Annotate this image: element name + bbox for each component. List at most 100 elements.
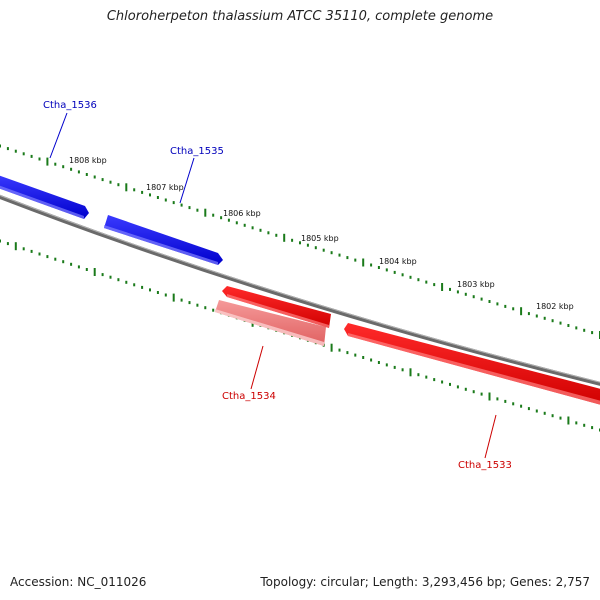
inner-tick-minor <box>425 375 428 379</box>
outer-tick-minor <box>291 238 294 242</box>
outer-tick-minor <box>267 231 270 235</box>
outer-tick-minor <box>93 175 96 179</box>
inner-tick-minor <box>141 285 144 289</box>
outer-tick-minor <box>227 218 230 222</box>
outer-tick-minor <box>243 223 246 227</box>
inner-tick-minor <box>156 291 159 294</box>
outer-tick-major <box>125 183 128 192</box>
inner-tick-minor <box>543 411 546 415</box>
gene-label-ctha-1536[interactable]: Ctha_1536 <box>43 100 97 111</box>
outer-tick-minor <box>567 324 570 327</box>
inner-tick-minor <box>551 414 554 418</box>
genome-backbone <box>0 194 600 386</box>
leader-line-ctha-1533 <box>484 414 497 459</box>
outer-tick-minor <box>109 180 112 184</box>
outer-tick-major <box>441 283 444 291</box>
outer-tick-minor <box>370 263 373 267</box>
gene-label-ctha-1534[interactable]: Ctha_1534 <box>222 391 276 402</box>
gene-ctha-1534[interactable] <box>215 300 326 346</box>
outer-tick-minor <box>401 273 404 277</box>
inner-tick-major <box>172 293 175 302</box>
outer-tick-minor <box>77 170 80 174</box>
inner-tick-minor <box>0 239 1 243</box>
inner-tick-minor <box>54 257 57 261</box>
outer-tick-minor <box>488 300 491 303</box>
outer-tick-minor <box>322 248 325 252</box>
inner-tick-minor <box>520 404 523 408</box>
inner-tick-minor <box>480 392 483 396</box>
outer-tick-minor <box>512 307 515 311</box>
inner-tick-minor <box>117 278 120 282</box>
outer-tick-minor <box>14 149 17 153</box>
inner-tick-minor <box>6 242 9 246</box>
outer-tick-minor <box>172 201 175 205</box>
outer-tick-minor <box>535 314 538 318</box>
outer-tick-major <box>362 258 365 267</box>
inner-tick-minor <box>583 423 586 427</box>
gene-ctha-1534-segment[interactable] <box>222 286 331 328</box>
outer-tick-minor <box>527 312 530 316</box>
outer-tick-major <box>283 233 286 242</box>
outer-tick-minor <box>377 266 380 269</box>
ruler-label-1808: 1808 kbp <box>69 156 107 165</box>
genome-backbone-highlight <box>0 194 600 383</box>
outer-tick-minor <box>220 216 223 220</box>
outer-tick-minor <box>449 287 451 291</box>
outer-tick-minor <box>180 203 183 207</box>
outer-tick-minor <box>346 256 349 260</box>
inner-tick-minor <box>456 385 459 389</box>
inner-tick-minor <box>385 363 388 367</box>
outer-tick-minor <box>30 154 33 158</box>
inner-tick-major <box>14 242 17 251</box>
outer-tick-minor <box>543 316 546 320</box>
outer-tick-minor <box>164 198 167 202</box>
inner-tick-minor <box>441 380 444 384</box>
outer-tick-minor <box>338 253 341 257</box>
inner-tick-major <box>567 416 570 425</box>
inner-tick-minor <box>338 348 341 352</box>
outer-tick-minor <box>62 165 65 169</box>
inner-tick-minor <box>527 407 530 411</box>
inner-tick-minor <box>512 402 515 406</box>
outer-tick-minor <box>504 304 507 308</box>
outer-tick-minor <box>188 206 191 210</box>
gene-label-ctha-1533[interactable]: Ctha_1533 <box>458 460 512 471</box>
inner-tick-major <box>93 268 96 276</box>
inner-tick-minor <box>504 399 507 403</box>
gene-ctha-1536[interactable] <box>0 174 89 219</box>
inner-tick-minor <box>393 365 396 369</box>
inner-tick-minor <box>535 409 538 413</box>
outer-tick-minor <box>425 280 428 284</box>
outer-tick-minor <box>480 297 483 301</box>
gene-label-ctha-1535[interactable]: Ctha_1535 <box>170 146 224 157</box>
outer-tick-minor <box>551 319 554 323</box>
gene-ctha-1535[interactable] <box>104 215 223 265</box>
inner-tick-minor <box>362 356 365 359</box>
inner-tick-major <box>488 392 491 401</box>
inner-tick-minor <box>377 361 380 364</box>
inner-tick-minor <box>591 426 594 430</box>
inner-tick-minor <box>149 288 151 292</box>
ruler-label-1804: 1804 kbp <box>379 257 417 266</box>
ruler-label-1802: 1802 kbp <box>536 302 574 311</box>
inner-tick-minor <box>164 293 167 297</box>
outer-tick-major <box>46 157 49 166</box>
inner-tick-minor <box>125 280 128 284</box>
outer-tick-minor <box>591 331 594 335</box>
inner-tick-minor <box>449 382 451 386</box>
outer-tick-minor <box>133 188 136 192</box>
inner-tick-minor <box>433 378 436 382</box>
accession-text: Accession: NC_011026 <box>10 575 147 589</box>
outer-tick-minor <box>583 328 586 332</box>
inner-tick-minor <box>85 268 88 271</box>
outer-tick-minor <box>54 162 57 166</box>
inner-tick-minor <box>496 397 499 401</box>
outer-tick-minor <box>314 246 317 250</box>
ruler-label-1805: 1805 kbp <box>301 234 339 243</box>
gene-ctha-1533[interactable] <box>344 323 600 406</box>
inner-tick-minor <box>472 390 475 394</box>
inner-tick-minor <box>354 353 357 357</box>
inner-tick-minor <box>401 368 404 372</box>
outer-tick-minor <box>433 283 436 287</box>
outer-tick-major <box>520 307 523 316</box>
